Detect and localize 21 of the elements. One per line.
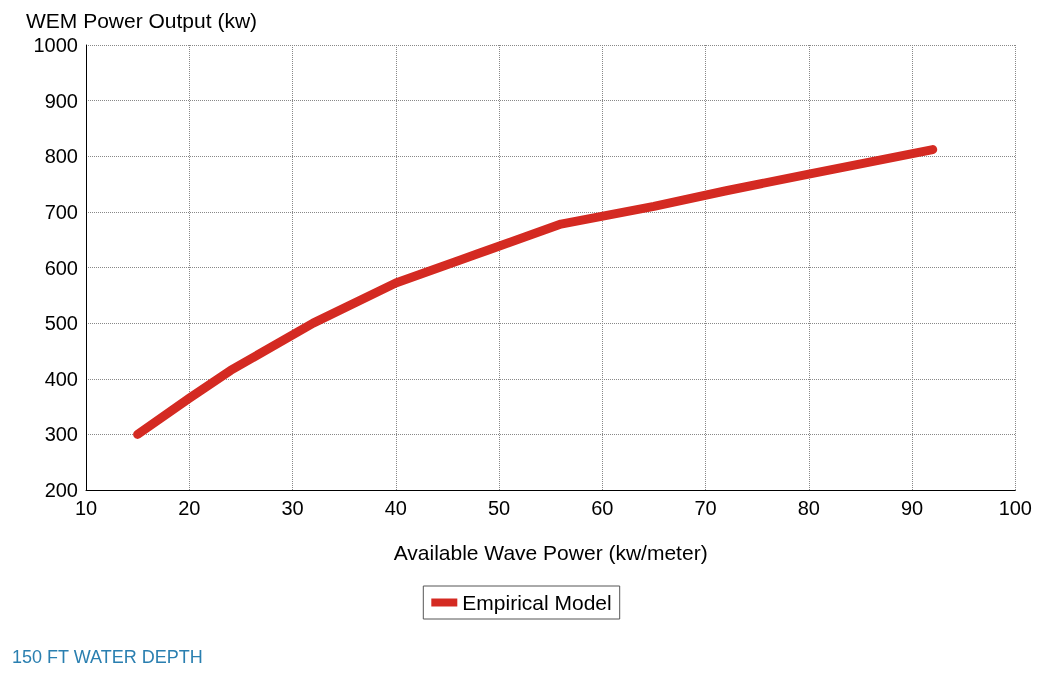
x-tick-label: 30 <box>281 497 304 519</box>
x-tick-label: 80 <box>797 497 820 519</box>
y-tick-label: 300 <box>44 423 78 446</box>
legend-label: Empirical Model <box>462 591 612 614</box>
y-tick-label: 400 <box>44 367 78 390</box>
y-axis-title: WEM Power Output (kw) <box>26 9 258 32</box>
y-tick-label: 500 <box>44 312 78 335</box>
x-tick-label: 40 <box>384 497 407 519</box>
y-tick-label: 600 <box>44 256 78 279</box>
x-tick-label: 70 <box>694 497 717 519</box>
text: 150 FT WATER DEPTH <box>12 647 203 667</box>
x-axis-title: Available Wave Power (kw/meter) <box>393 541 708 564</box>
y-tick-label: 1000 <box>33 34 78 56</box>
y-tick-label: 900 <box>44 89 78 112</box>
x-tick-label: 100 <box>998 497 1032 519</box>
x-tick-label: 60 <box>591 497 614 519</box>
y-tick-label: 700 <box>44 200 78 223</box>
x-tick-label: 20 <box>178 497 201 519</box>
y-tick-label: 800 <box>44 145 78 168</box>
x-tick-label: 50 <box>487 497 511 519</box>
x-tick-label: 90 <box>900 497 924 519</box>
